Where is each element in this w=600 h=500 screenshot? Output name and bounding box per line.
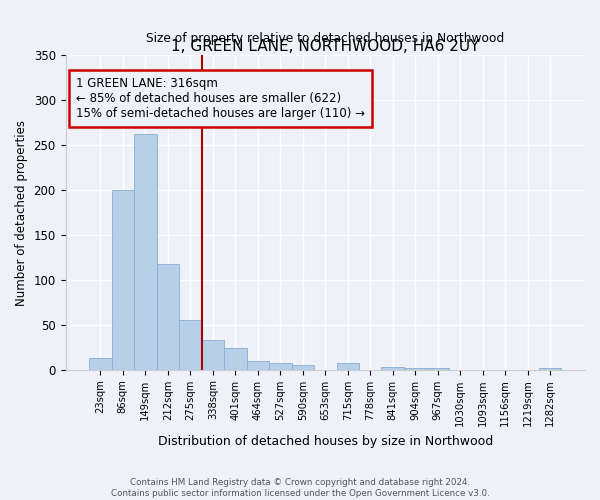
X-axis label: Distribution of detached houses by size in Northwood: Distribution of detached houses by size …	[158, 434, 493, 448]
Text: 1 GREEN LANE: 316sqm
← 85% of detached houses are smaller (622)
15% of semi-deta: 1 GREEN LANE: 316sqm ← 85% of detached h…	[76, 78, 365, 120]
Bar	[202, 340, 224, 370]
Bar	[247, 360, 269, 370]
Bar	[427, 368, 449, 370]
Bar	[179, 320, 202, 370]
Bar	[134, 134, 157, 370]
Bar	[89, 358, 112, 370]
Bar	[112, 190, 134, 370]
Title: 1, GREEN LANE, NORTHWOOD, HA6 2UY: 1, GREEN LANE, NORTHWOOD, HA6 2UY	[171, 39, 479, 54]
Bar	[539, 368, 562, 370]
Bar	[157, 264, 179, 370]
Bar	[224, 348, 247, 370]
Bar	[337, 362, 359, 370]
Text: Contains HM Land Registry data © Crown copyright and database right 2024.
Contai: Contains HM Land Registry data © Crown c…	[110, 478, 490, 498]
Text: Size of property relative to detached houses in Northwood: Size of property relative to detached ho…	[146, 32, 505, 46]
Bar	[382, 367, 404, 370]
Bar	[292, 365, 314, 370]
Bar	[404, 368, 427, 370]
Bar	[269, 364, 292, 370]
Y-axis label: Number of detached properties: Number of detached properties	[15, 120, 28, 306]
